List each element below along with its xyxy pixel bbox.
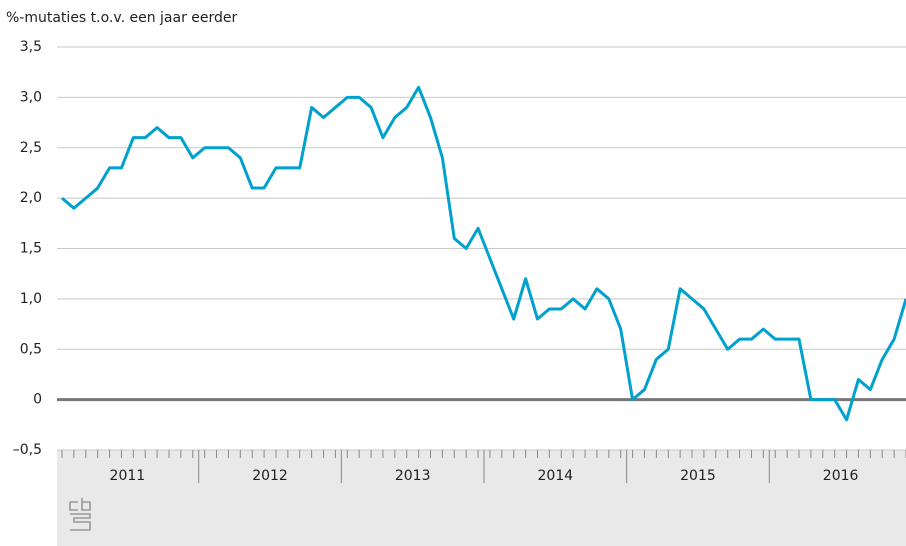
line [61,85,906,422]
year-label: 2011 [110,468,146,484]
y-tick-label: 0 [33,392,42,408]
chart-title: %-mutaties t.o.v. een jaar eerder [6,10,238,26]
year-label: 2014 [538,468,574,484]
year-label: 2015 [680,468,716,484]
y-tick-label: 1,5 [20,241,42,257]
y-tick-label: –0,5 [13,442,42,458]
year-label: 2013 [395,468,431,484]
year-label: 2016 [823,468,859,484]
y-tick-label: 1,0 [20,291,42,307]
y-tick-label: 3,5 [20,39,42,55]
y-tick-label: 2,0 [20,190,42,206]
y-tick-label: 3,0 [20,89,42,105]
y-tick-label: 0,5 [20,341,42,357]
y-tick-label: 2,5 [20,140,42,156]
axis-band [57,450,906,546]
logo [69,498,91,531]
year-label: 2012 [252,468,288,484]
